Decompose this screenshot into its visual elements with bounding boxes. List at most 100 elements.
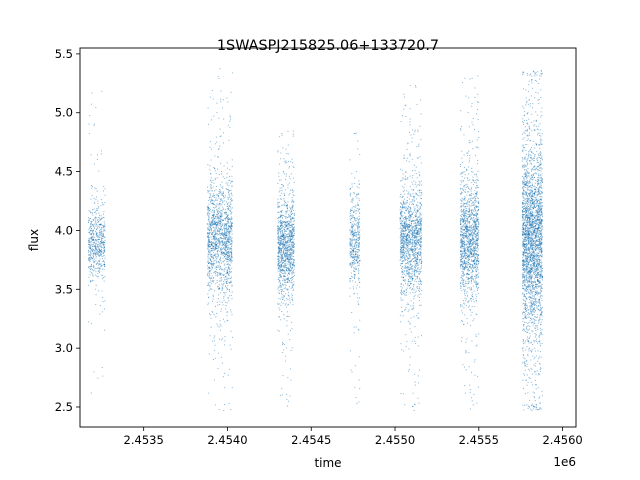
data-point xyxy=(406,284,408,286)
data-point xyxy=(213,379,215,381)
data-point xyxy=(403,239,405,241)
data-point xyxy=(282,280,284,282)
data-point xyxy=(418,224,420,226)
data-point xyxy=(417,258,419,260)
data-point xyxy=(401,271,403,273)
data-point xyxy=(283,253,285,255)
data-point xyxy=(288,272,290,274)
data-point xyxy=(224,177,226,179)
data-point xyxy=(100,249,102,251)
data-point xyxy=(283,244,285,246)
data-point xyxy=(468,234,470,236)
data-point xyxy=(98,224,100,226)
data-point xyxy=(97,377,99,379)
data-point xyxy=(407,259,409,261)
data-point xyxy=(282,258,284,260)
data-point xyxy=(282,342,284,344)
data-point xyxy=(412,183,414,185)
data-point xyxy=(215,233,217,235)
data-point xyxy=(353,251,355,253)
data-point xyxy=(231,218,233,219)
data-point xyxy=(103,226,105,228)
data-point xyxy=(102,260,104,262)
data-point xyxy=(355,239,357,241)
data-point xyxy=(218,288,220,290)
data-point xyxy=(216,250,218,252)
data-point xyxy=(228,202,230,204)
data-point xyxy=(225,250,227,252)
data-point xyxy=(218,227,220,229)
data-point xyxy=(416,198,418,200)
data-point xyxy=(280,230,282,232)
data-point xyxy=(96,158,98,160)
data-point xyxy=(213,236,215,238)
data-point xyxy=(104,248,106,250)
data-point xyxy=(214,221,216,223)
data-point xyxy=(280,233,282,235)
data-point xyxy=(277,261,279,263)
data-point xyxy=(351,232,353,234)
data-point xyxy=(402,178,404,180)
data-point xyxy=(415,211,417,213)
data-point xyxy=(289,221,291,223)
data-point xyxy=(403,189,405,191)
data-point xyxy=(420,232,422,234)
data-point xyxy=(415,186,417,188)
data-point xyxy=(286,217,288,219)
data-point xyxy=(216,279,218,281)
data-point xyxy=(284,235,286,237)
data-point xyxy=(405,178,407,180)
data-point xyxy=(417,252,419,254)
data-point xyxy=(283,247,285,249)
data-point xyxy=(219,190,221,192)
data-point xyxy=(358,187,360,189)
data-point xyxy=(216,250,218,252)
data-point xyxy=(215,253,217,255)
data-point xyxy=(101,235,103,237)
data-point xyxy=(421,217,423,219)
data-point xyxy=(410,134,412,136)
data-point xyxy=(466,240,468,242)
data-point xyxy=(404,178,406,180)
data-point xyxy=(413,247,415,249)
data-point xyxy=(102,225,104,227)
data-point xyxy=(209,274,211,276)
data-point xyxy=(209,236,211,238)
data-point xyxy=(415,223,417,225)
data-point xyxy=(209,213,211,215)
data-point xyxy=(359,234,361,236)
data-point xyxy=(412,306,414,308)
data-point xyxy=(419,251,421,253)
data-point xyxy=(226,288,228,290)
data-point xyxy=(420,139,422,141)
data-point xyxy=(351,229,353,231)
data-point xyxy=(223,291,225,293)
data-point xyxy=(214,212,216,214)
data-point xyxy=(90,323,92,325)
data-point xyxy=(420,259,422,261)
data-point xyxy=(290,227,292,229)
data-point xyxy=(463,307,465,309)
data-point xyxy=(278,249,280,251)
data-point xyxy=(290,229,292,231)
data-point xyxy=(278,263,280,265)
data-point xyxy=(279,303,281,305)
data-point xyxy=(293,246,295,248)
data-point xyxy=(219,218,221,220)
data-point xyxy=(285,264,287,266)
data-point xyxy=(279,179,281,181)
data-point xyxy=(292,295,294,297)
data-point xyxy=(218,193,220,195)
data-point xyxy=(290,266,292,268)
data-point xyxy=(407,142,409,144)
data-point xyxy=(222,176,224,178)
data-point xyxy=(350,231,352,233)
data-point xyxy=(98,271,100,273)
data-point xyxy=(88,251,90,253)
data-point xyxy=(210,243,212,244)
data-point xyxy=(285,355,287,357)
data-point xyxy=(279,280,281,282)
data-point xyxy=(277,230,279,232)
data-point xyxy=(402,248,404,250)
data-point xyxy=(87,284,89,286)
